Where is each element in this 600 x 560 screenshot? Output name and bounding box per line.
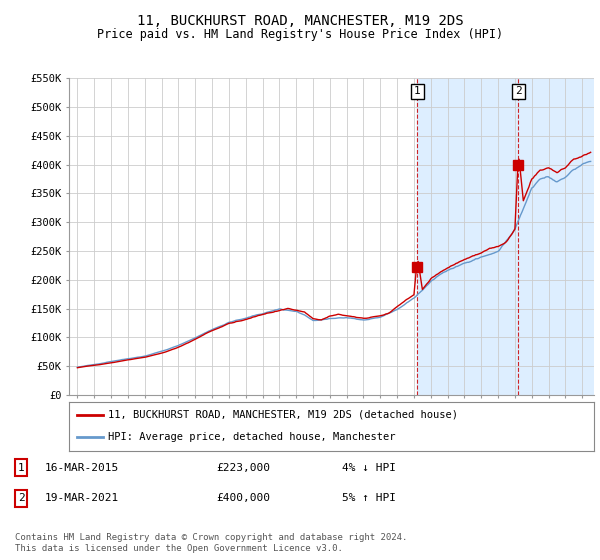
Text: 2: 2	[17, 493, 25, 503]
Text: 4% ↓ HPI: 4% ↓ HPI	[342, 463, 396, 473]
Text: 11, BUCKHURST ROAD, MANCHESTER, M19 2DS (detached house): 11, BUCKHURST ROAD, MANCHESTER, M19 2DS …	[109, 410, 458, 420]
Text: 19-MAR-2021: 19-MAR-2021	[45, 493, 119, 503]
Text: Price paid vs. HM Land Registry's House Price Index (HPI): Price paid vs. HM Land Registry's House …	[97, 28, 503, 41]
Text: 11, BUCKHURST ROAD, MANCHESTER, M19 2DS: 11, BUCKHURST ROAD, MANCHESTER, M19 2DS	[137, 14, 463, 28]
Text: 16-MAR-2015: 16-MAR-2015	[45, 463, 119, 473]
Text: 2: 2	[515, 86, 522, 96]
Text: 1: 1	[414, 86, 421, 96]
Text: 5% ↑ HPI: 5% ↑ HPI	[342, 493, 396, 503]
Text: £400,000: £400,000	[216, 493, 270, 503]
Text: £223,000: £223,000	[216, 463, 270, 473]
Text: HPI: Average price, detached house, Manchester: HPI: Average price, detached house, Manc…	[109, 432, 396, 442]
Text: 1: 1	[17, 463, 25, 473]
Text: Contains HM Land Registry data © Crown copyright and database right 2024.
This d: Contains HM Land Registry data © Crown c…	[15, 533, 407, 553]
Bar	[418, 78, 600, 395]
